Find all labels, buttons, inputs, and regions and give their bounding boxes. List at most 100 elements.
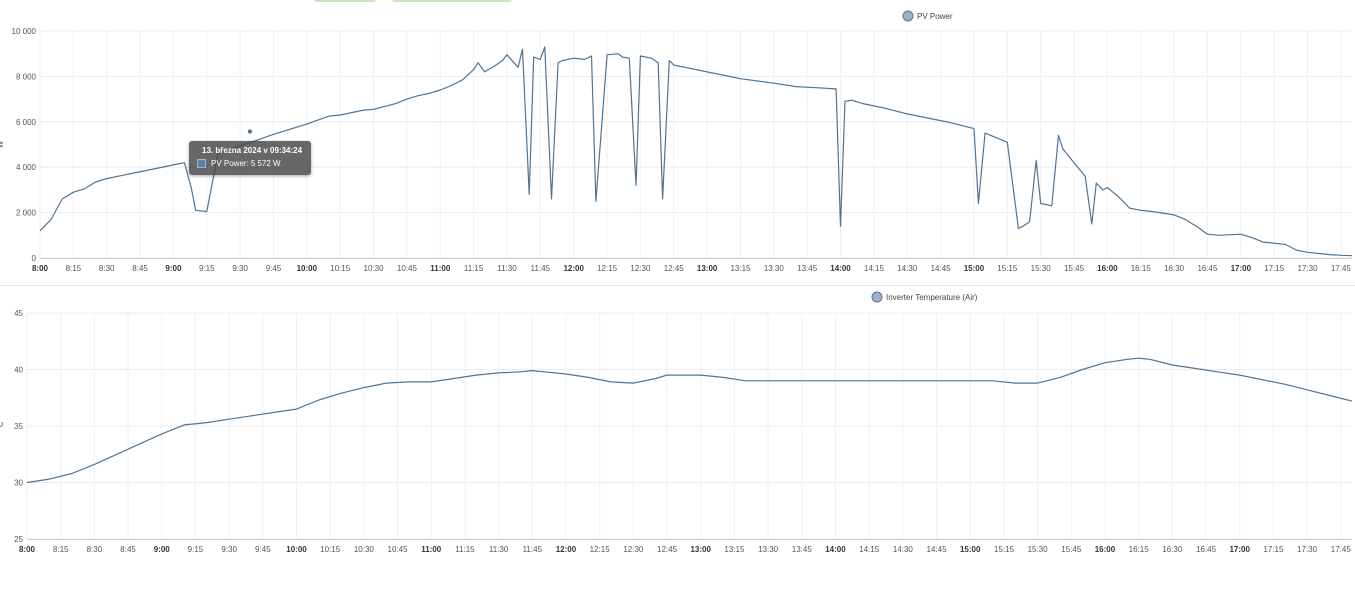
chart-1-ytick-label: 0 <box>32 254 37 263</box>
chart-1-xtick-label: 16:30 <box>1164 264 1185 273</box>
chart-2-xtick-label: 11:30 <box>489 545 509 554</box>
chart-1-ytick-label: 4 000 <box>16 163 37 172</box>
chart-2-xtick-label: 8:15 <box>53 545 69 554</box>
chart-2-legend-marker <box>871 291 883 303</box>
chart-1-xtick-label: 12:30 <box>630 264 651 273</box>
chart-2-xtick-label: 17:30 <box>1297 545 1318 554</box>
chart-1-xtick-label: 11:00 <box>430 264 451 273</box>
chart-1-xtick-label: 10:45 <box>397 264 418 273</box>
chart-1-xtick-label: 17:30 <box>1298 264 1319 273</box>
chart-2-xtick-label: 15:15 <box>994 545 1015 554</box>
tooltip-value: 5 572 W <box>250 159 281 168</box>
chart-1-xtick-label: 15:00 <box>964 264 985 273</box>
chart-2-xtick-label: 10:45 <box>388 545 409 554</box>
chart-1-xtick-label: 15:15 <box>997 264 1018 273</box>
chart-1-ytick-label: 8 000 <box>16 72 37 81</box>
chart-1-xtick-label: 14:45 <box>931 264 952 273</box>
chart-2-xtick-label: 17:15 <box>1263 545 1284 554</box>
chart-2-xtick-label: 9:15 <box>188 545 204 554</box>
chart-1-xtick-label: 13:45 <box>797 264 818 273</box>
chart-tooltip: 13. března 2024 v 09:34:24 PV Power: 5 5… <box>189 141 311 175</box>
chart-2-xtick-label: 16:30 <box>1162 545 1183 554</box>
tooltip-series-name: PV Power <box>211 159 247 168</box>
chart-2-ytick-label: 40 <box>14 366 23 375</box>
chart-1-xtick-label: 9:00 <box>165 264 182 273</box>
chart-2-xtick-label: 17:45 <box>1331 545 1352 554</box>
chart-1-xtick-label: 8:00 <box>32 264 49 273</box>
chart-1-xtick-label: 13:30 <box>764 264 785 273</box>
chart-1-xtick-label: 13:15 <box>730 264 751 273</box>
chart-1-xtick-label: 9:15 <box>199 264 215 273</box>
chart-2-xtick-label: 8:45 <box>120 545 136 554</box>
chart-2-series-line <box>26 357 1353 484</box>
chart-2-xtick-label: 9:00 <box>154 545 171 554</box>
chart-2-xtick-label: 16:00 <box>1095 545 1116 554</box>
chart-2-xtick-label: 14:45 <box>927 545 948 554</box>
chart-1-ytick-label: 6 000 <box>16 118 37 127</box>
chart-1-ytick-label: 2 000 <box>16 209 37 218</box>
chart-1-xtick-label: 8:15 <box>66 264 82 273</box>
chart-2-xtick-label: 13:30 <box>758 545 779 554</box>
chart-2-xtick-label: 12:00 <box>556 545 577 554</box>
chart-1-ylabel: W <box>0 140 5 148</box>
chart-2-ytick-label: 45 <box>14 309 23 318</box>
tooltip-title: 13. března 2024 v 09:34:24 <box>202 146 303 155</box>
chart-2-xtick-label: 15:30 <box>1028 545 1049 554</box>
chart-1-xtick-label: 11:45 <box>531 264 551 273</box>
chart-2-xtick-label: 15:45 <box>1061 545 1082 554</box>
chart-2-xtick-label: 11:15 <box>455 545 475 554</box>
chart-1-legend-marker <box>902 10 914 22</box>
chart-2-xtick-label: 8:30 <box>87 545 103 554</box>
chart-2-xtick-label: 11:00 <box>421 545 442 554</box>
tab-button-2[interactable] <box>392 0 512 2</box>
chart-1-xtick-label: 8:45 <box>132 264 148 273</box>
chart-2-ytick-label: 30 <box>14 479 23 488</box>
chart-1-xtick-label: 17:45 <box>1331 264 1352 273</box>
chart-2-ytick-label: 35 <box>14 422 23 431</box>
chart-2-xtick-label: 9:30 <box>221 545 237 554</box>
chart-1-xtick-label: 16:15 <box>1131 264 1152 273</box>
chart-1-xtick-label: 15:30 <box>1031 264 1052 273</box>
chart-1-xtick-label: 12:15 <box>597 264 618 273</box>
chart-1-xtick-label: 11:15 <box>464 264 484 273</box>
chart-1-xtick-label: 8:30 <box>99 264 115 273</box>
chart-2-legend-label: Inverter Temperature (Air) <box>886 293 978 302</box>
chart-2-xtick-label: 9:45 <box>255 545 271 554</box>
chart-1-xtick-label: 9:45 <box>266 264 282 273</box>
chart-1-xtick-label: 10:30 <box>364 264 385 273</box>
chart-1-xtick-label: 11:30 <box>497 264 517 273</box>
chart-2-xtick-label: 10:00 <box>286 545 307 554</box>
chart-1-legend-label: PV Power <box>917 12 953 21</box>
chart-2-xtick-label: 14:15 <box>859 545 880 554</box>
chart-1-xtick-label: 12:45 <box>664 264 685 273</box>
tooltip-series-swatch <box>197 159 206 168</box>
chart-1-xtick-label: 9:30 <box>232 264 248 273</box>
chart-2-xtick-label: 12:15 <box>590 545 611 554</box>
chart-1-xtick-label: 10:15 <box>330 264 351 273</box>
chart-1-xtick-label: 12:00 <box>563 264 584 273</box>
chart-2-xtick-label: 12:45 <box>657 545 678 554</box>
chart-2-xtick-label: 13:15 <box>724 545 745 554</box>
chart-1-xtick-label: 14:30 <box>897 264 918 273</box>
chart-1-xtick-label: 16:45 <box>1197 264 1218 273</box>
tab-button-1[interactable] <box>314 0 376 2</box>
chart-2-xtick-label: 13:00 <box>690 545 711 554</box>
chart-1-xtick-label: 17:15 <box>1264 264 1285 273</box>
chart-2-xtick-label: 14:00 <box>825 545 846 554</box>
chart-1-xtick-label: 10:00 <box>297 264 318 273</box>
chart-1-xtick-label: 14:15 <box>864 264 885 273</box>
chart-2-ylabel: °C <box>0 421 5 430</box>
chart-2-xtick-label: 13:45 <box>792 545 813 554</box>
chart-2-ytick-label: 25 <box>14 535 23 544</box>
chart-2-xtick-label: 10:30 <box>354 545 375 554</box>
chart-2-xtick-label: 16:15 <box>1129 545 1150 554</box>
chart-2-xtick-label: 8:00 <box>19 545 36 554</box>
chart-1-hover-point <box>247 128 253 135</box>
chart-1-xtick-label: 15:45 <box>1064 264 1085 273</box>
chart-1-ytick-label: 10 000 <box>12 27 37 36</box>
chart-1-xtick-label: 13:00 <box>697 264 718 273</box>
chart-1-xtick-label: 14:00 <box>830 264 851 273</box>
chart-1-xtick-label: 16:00 <box>1097 264 1118 273</box>
chart-2-xtick-label: 10:15 <box>320 545 341 554</box>
